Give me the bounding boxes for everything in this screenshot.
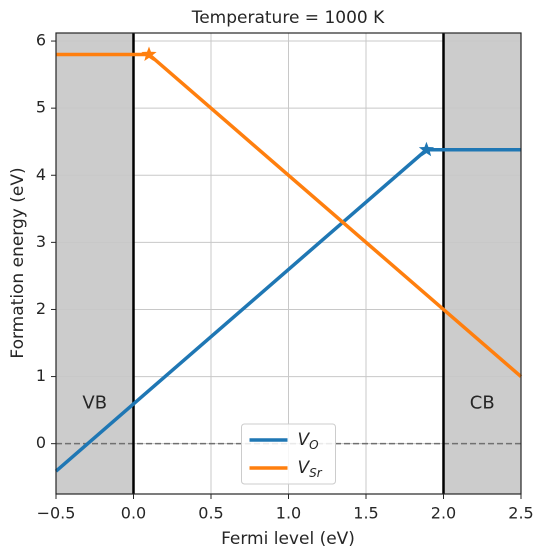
legend-name: V	[298, 458, 311, 478]
y-tick-label: 6	[36, 31, 46, 50]
x-tick-label: 2.5	[508, 504, 533, 523]
legend-subscript: Sr	[309, 466, 323, 480]
legend-label: VO	[298, 430, 319, 452]
y-tick-label: 1	[36, 366, 46, 385]
x-tick-label: −0.5	[37, 504, 76, 523]
plot-frame	[55, 32, 522, 495]
y-tick-label: 0	[36, 433, 46, 452]
chart-title: Temperature = 1000 K	[191, 8, 385, 28]
x-tick-label: 2.0	[431, 504, 456, 523]
x-tick-label: 1.0	[276, 504, 301, 523]
x-axis-label: Fermi level (eV)	[221, 529, 355, 549]
legend-name: V	[298, 430, 311, 450]
transition-marker	[141, 46, 157, 61]
y-tick-label: 4	[36, 165, 46, 184]
x-tick-label: 0.5	[198, 504, 223, 523]
transition-marker	[418, 141, 435, 157]
y-axis-label: Formation energy (eV)	[8, 167, 28, 358]
y-tick-label: 2	[36, 299, 46, 318]
shaded-region	[443, 33, 521, 494]
x-tick-label: 0.0	[121, 504, 146, 523]
region-label: CB	[470, 392, 495, 413]
legend-subscript: O	[309, 438, 318, 452]
y-tick-label: 3	[36, 232, 46, 251]
x-tick-label: 1.5	[353, 504, 378, 523]
legend-label: VSr	[298, 458, 323, 480]
shaded-region	[56, 33, 134, 494]
y-tick-label: 5	[36, 98, 46, 117]
region-label: VB	[82, 392, 107, 413]
